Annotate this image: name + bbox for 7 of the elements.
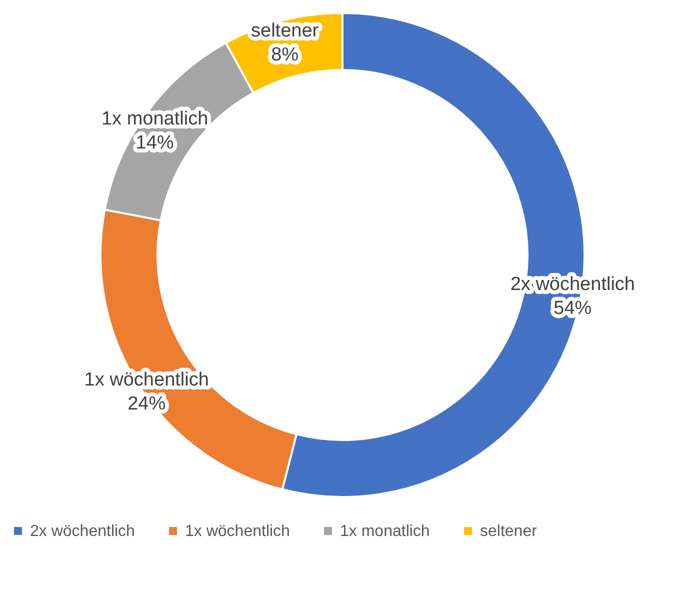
legend-label: 1x wöchentlich (185, 523, 290, 540)
legend-label: 2x wöchentlich (30, 523, 135, 540)
legend-label: 1x monatlich (340, 523, 430, 540)
data-label: 14% (136, 132, 174, 154)
slice-label: seltener (251, 20, 320, 42)
data-label: 8% (271, 44, 299, 66)
legend-label: seltener (480, 523, 538, 540)
